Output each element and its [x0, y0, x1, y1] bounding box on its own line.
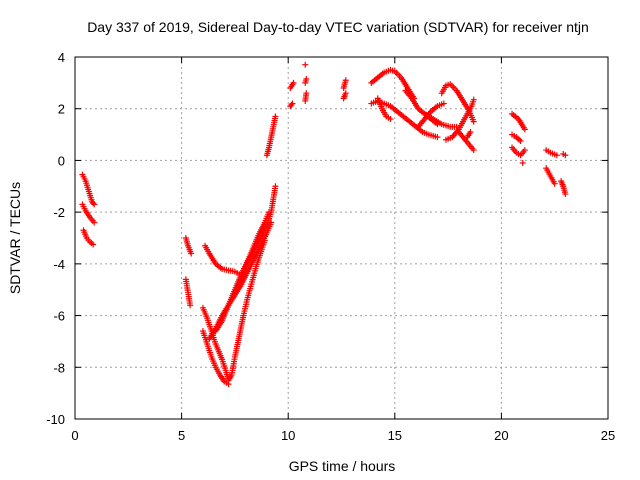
- data-point: [470, 118, 477, 125]
- data-point: [521, 126, 528, 133]
- data-point: [562, 191, 569, 198]
- data-point: [434, 134, 441, 141]
- plot-frame: [74, 56, 609, 420]
- data-point: [470, 96, 477, 103]
- data-point: [517, 138, 524, 145]
- y-tick-label: -2: [53, 205, 65, 220]
- data-point: [467, 128, 474, 135]
- x-axis-label: GPS time / hours: [289, 458, 396, 474]
- y-tick-label: 4: [58, 50, 65, 65]
- data-point: [434, 121, 441, 128]
- data-point: [440, 100, 447, 107]
- data-point: [342, 90, 349, 97]
- data-point: [303, 75, 310, 82]
- data-point: [272, 183, 279, 190]
- x-tick-label: 0: [71, 428, 78, 443]
- data-point: [91, 201, 98, 208]
- y-tick-label: -8: [53, 360, 65, 375]
- y-tick-label: -6: [53, 309, 65, 324]
- data-point: [553, 152, 560, 159]
- x-tick-label: 25: [601, 428, 615, 443]
- x-tick-label: 15: [388, 428, 402, 443]
- axes-layer: 0 5 10 15 20 25 -10 -8 -6 -4 -2 0 2 4: [46, 50, 615, 443]
- y-axis-label: SDTVAR / TECUs: [7, 182, 23, 294]
- data-point: [90, 200, 97, 207]
- x-tick-label: 5: [178, 428, 185, 443]
- data-point: [288, 101, 295, 108]
- y-tick-label: 2: [58, 102, 65, 117]
- data-point: [562, 152, 569, 159]
- data-point: [289, 100, 296, 107]
- data-point: [551, 180, 558, 187]
- data-layer: [79, 61, 569, 388]
- data-point: [519, 160, 526, 167]
- y-tick-label: -10: [46, 412, 65, 427]
- x-tick-label: 10: [281, 428, 295, 443]
- data-point: [272, 113, 279, 120]
- y-tick-label: 0: [58, 153, 65, 168]
- data-point: [90, 241, 97, 248]
- data-point: [342, 77, 349, 84]
- data-point: [266, 209, 273, 216]
- y-tick-label: -4: [53, 257, 65, 272]
- data-point: [91, 219, 98, 226]
- data-point: [188, 250, 195, 257]
- x-tick-label: 20: [494, 428, 508, 443]
- data-point: [302, 61, 309, 68]
- data-point: [387, 116, 394, 123]
- chart-title: Day 337 of 2019, Sidereal Day-to-day VTE…: [87, 19, 589, 35]
- data-point: [290, 79, 297, 86]
- data-point: [187, 302, 194, 309]
- grid-layer: [75, 57, 608, 419]
- data-point: [225, 381, 232, 388]
- data-point: [470, 147, 477, 154]
- data-point: [521, 147, 528, 154]
- data-point: [303, 90, 310, 97]
